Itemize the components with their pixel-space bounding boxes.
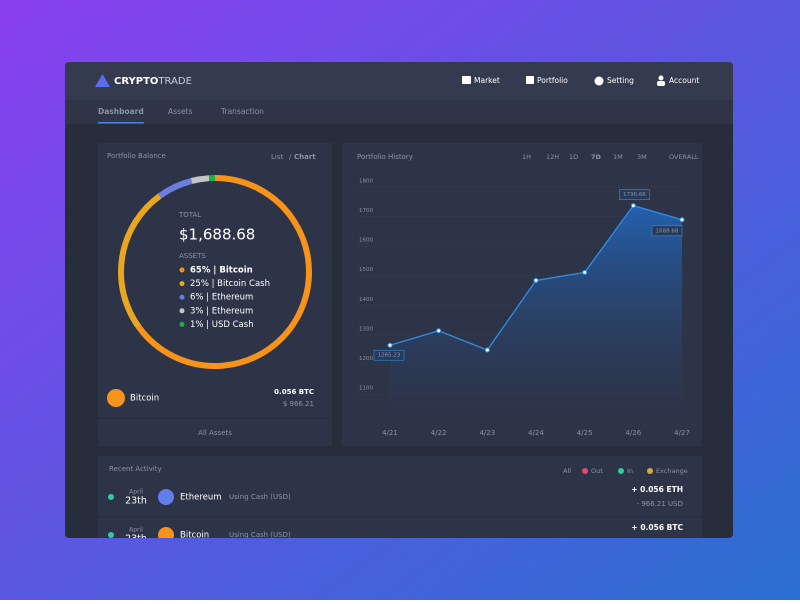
point — [485, 348, 489, 352]
month: April — [129, 489, 143, 496]
asset-amount: 0.056 BTC — [274, 388, 314, 396]
legend-label: 3% | Ethereum — [190, 306, 253, 316]
y-tick-label: 1600 — [359, 238, 373, 244]
value-label: 1688.68 — [656, 228, 679, 234]
range-button[interactable]: 7D — [591, 153, 602, 161]
point — [388, 343, 392, 347]
y-tick-label: 1400 — [359, 297, 373, 303]
value-label: 1265.23 — [378, 353, 401, 359]
range-button[interactable]: 1M — [613, 153, 623, 161]
filter-dot — [647, 468, 653, 474]
all-assets[interactable]: All Assets — [198, 429, 232, 437]
filter[interactable]: In — [627, 467, 633, 475]
asset-value: $ 966.21 — [283, 400, 314, 408]
method: Using Cash (USD) — [229, 493, 291, 501]
coin: Ethereum — [180, 493, 222, 503]
legend-dot — [180, 295, 185, 300]
x-tick-label: 4/26 — [625, 429, 641, 437]
point — [534, 278, 538, 282]
point — [583, 270, 587, 274]
portfolio-icon — [526, 76, 534, 84]
coin-icon — [107, 389, 125, 407]
coin-icon — [158, 489, 174, 505]
app-window: CRYPTOTRADE Portfolio Balance / TOTAL $1… — [65, 62, 733, 546]
account-icon — [659, 76, 664, 81]
menu-item[interactable]: Setting — [607, 76, 634, 85]
tab[interactable]: Assets — [168, 107, 193, 116]
brand-bold: CRYPTO — [114, 76, 158, 87]
point — [437, 329, 441, 333]
menu-item[interactable]: Market — [474, 76, 500, 85]
account-icon — [657, 81, 665, 86]
panel-title: Portfolio History — [357, 153, 413, 161]
y-tick-label: 1700 — [359, 208, 373, 214]
value-label: 1736.66 — [623, 192, 646, 198]
brand: CRYPTOTRADE — [114, 76, 192, 87]
view-option[interactable]: List — [271, 153, 283, 161]
donut-segment — [192, 178, 209, 181]
x-tick-label: 4/21 — [382, 429, 398, 437]
filter[interactable]: Exchange — [656, 467, 688, 475]
legend-dot — [180, 308, 185, 313]
status-dot — [108, 494, 114, 500]
filter[interactable]: All — [563, 467, 571, 475]
range-button[interactable]: 3M — [637, 153, 647, 161]
x-tick-label: 4/25 — [577, 429, 593, 437]
brand-light: TRADE — [157, 76, 192, 87]
amount: + 0.056 ETH — [631, 485, 683, 494]
x-tick-label: 4/24 — [528, 429, 544, 437]
assets-label: ASSETS — [179, 252, 206, 260]
x-tick-label: 4/23 — [479, 429, 495, 437]
menu-item[interactable]: Account — [669, 76, 699, 85]
point — [631, 204, 635, 208]
method: Using Cash (USD) — [229, 531, 291, 539]
x-tick-label: 4/22 — [431, 429, 447, 437]
filter[interactable]: Out — [591, 467, 603, 475]
legend-label: 25% | Bitcoin Cash — [190, 279, 270, 289]
legend-label: 1% | USD Cash — [190, 320, 254, 330]
tab-bar — [65, 100, 733, 124]
legend-label: 65% | Bitcoin — [190, 266, 253, 276]
range-button[interactable]: 1H — [522, 153, 531, 161]
filter-dot — [582, 468, 588, 474]
legend-dot — [180, 281, 185, 286]
panel-title: Recent Activity — [109, 465, 162, 473]
total-label: TOTAL — [178, 211, 201, 219]
tab[interactable]: Transaction — [220, 107, 264, 116]
y-tick-label: 1500 — [359, 267, 373, 273]
legend-dot — [180, 268, 185, 273]
day: 23th — [125, 496, 147, 507]
range-button[interactable]: 1D — [569, 153, 578, 161]
status-dot — [108, 532, 114, 538]
panel-title: Portfolio Balance — [107, 152, 166, 160]
total: $1,688.68 — [179, 226, 255, 244]
y-tick-label: 1100 — [359, 386, 373, 392]
tab-underline — [98, 122, 144, 124]
month: April — [129, 527, 143, 534]
y-tick-label: 1200 — [359, 356, 373, 362]
menu-item[interactable]: Portfolio — [537, 76, 568, 85]
legend-label: 6% | Ethereum — [190, 293, 253, 303]
setting-icon — [595, 77, 604, 86]
y-tick-label: 1300 — [359, 326, 373, 332]
fiat: - 966.21 USD — [637, 500, 683, 508]
market-icon — [462, 76, 471, 84]
x-tick-label: 4/27 — [674, 429, 690, 437]
legend-dot — [180, 322, 185, 327]
filter-dot — [618, 468, 624, 474]
range-button[interactable]: 12H — [546, 153, 559, 161]
tab[interactable]: Dashboard — [98, 107, 144, 116]
asset-name: Bitcoin — [130, 394, 159, 404]
view-option[interactable]: Chart — [294, 153, 316, 161]
y-tick-label: 1800 — [359, 178, 373, 184]
range-button[interactable]: OVERALL — [669, 153, 699, 161]
point — [680, 218, 684, 222]
amount: + 0.056 BTC — [631, 523, 683, 532]
